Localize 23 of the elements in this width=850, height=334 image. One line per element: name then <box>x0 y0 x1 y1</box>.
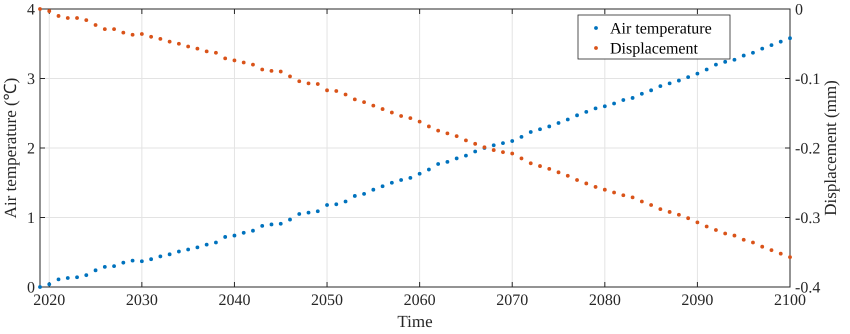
x-tick-label: 2090 <box>681 292 714 309</box>
y-tick-label: 1 <box>27 210 35 228</box>
legend-label: Air temperature <box>610 20 712 38</box>
x-tick-label: 2020 <box>33 292 66 309</box>
x-tick-label: 2080 <box>588 292 621 309</box>
x-tick-label: 2070 <box>496 292 528 309</box>
y2-tick-label: -0.3 <box>795 210 820 228</box>
legend-label: Displacement <box>610 40 699 58</box>
x-tick-label: 2100 <box>774 292 806 309</box>
y-tick-label: 3 <box>27 71 35 88</box>
x-tick-label: 2060 <box>404 292 436 309</box>
x-tick-label: 2030 <box>126 292 158 309</box>
y2-tick-label: 0 <box>795 2 803 19</box>
y-axis-title: Air temperature (℃) <box>1 78 20 218</box>
y-tick-label: 0 <box>27 280 35 297</box>
x-axis-title: Time <box>397 312 433 331</box>
y2-tick-label: -0.2 <box>795 140 820 158</box>
y-tick-label: 2 <box>27 140 35 158</box>
y2-axis-title: Displacement (mm) <box>821 80 840 216</box>
y-tick-label: 4 <box>27 2 35 19</box>
x-tick-label: 2050 <box>311 292 344 309</box>
y2-tick-label: -0.1 <box>795 71 820 88</box>
x-tick-label: 2040 <box>218 292 250 309</box>
